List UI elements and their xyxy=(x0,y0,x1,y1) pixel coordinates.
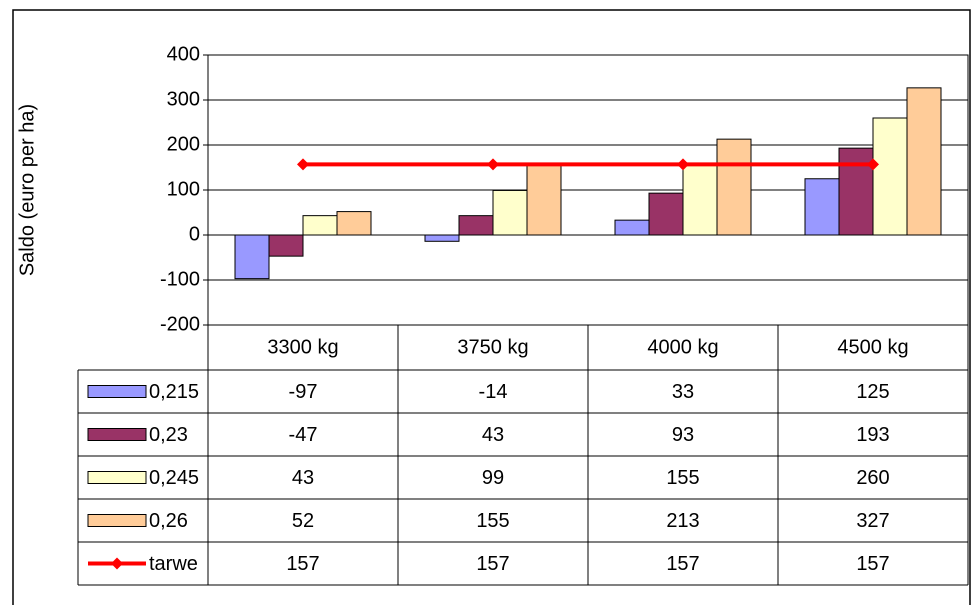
bar xyxy=(492,189,528,236)
bar xyxy=(526,164,562,236)
bar xyxy=(804,178,840,236)
bar xyxy=(872,117,908,236)
legend-key xyxy=(87,385,147,398)
line-marker xyxy=(867,158,879,171)
x-tick-label: 4500 kg xyxy=(837,336,908,358)
table-cell: 193 xyxy=(856,424,889,446)
legend-key-marker xyxy=(111,557,123,570)
table-cell: 327 xyxy=(856,510,889,532)
y-tick-label: -100 xyxy=(160,268,200,290)
legend-label: tarwe xyxy=(149,553,198,575)
table-cell: 157 xyxy=(476,553,509,575)
y-tick-label: 200 xyxy=(167,133,200,155)
bar xyxy=(268,234,304,257)
bar xyxy=(424,234,460,242)
legend-label: 0,245 xyxy=(149,467,199,489)
table-cell: 99 xyxy=(482,467,504,489)
table-cell: 93 xyxy=(672,424,694,446)
table-cell: 52 xyxy=(292,510,314,532)
x-tick-label: 3300 kg xyxy=(267,336,338,358)
table-cell: -14 xyxy=(479,381,508,403)
legend-key xyxy=(87,428,147,441)
legend-label: 0,26 xyxy=(149,510,188,532)
legend-key xyxy=(87,471,147,484)
table-cell: 33 xyxy=(672,381,694,403)
table-cell: 43 xyxy=(292,467,314,489)
bar xyxy=(682,164,718,236)
bar xyxy=(716,138,752,236)
bar xyxy=(906,87,942,236)
bar xyxy=(648,192,684,236)
bar xyxy=(838,147,874,236)
table-cell: 157 xyxy=(856,553,889,575)
chart-frame xyxy=(12,9,971,605)
y-axis-label: Saldo (euro per ha) xyxy=(16,104,38,276)
bar xyxy=(234,234,270,280)
y-tick-label: 100 xyxy=(167,178,200,200)
line-marker xyxy=(487,158,499,171)
table-cell: 157 xyxy=(286,553,319,575)
y-tick-label: 0 xyxy=(189,223,200,245)
table-cell: 155 xyxy=(476,510,509,532)
bar xyxy=(458,215,494,236)
line-marker xyxy=(677,158,689,171)
table-cell: 213 xyxy=(666,510,699,532)
bar xyxy=(614,219,650,236)
table-cell: 260 xyxy=(856,467,889,489)
table-cell: -97 xyxy=(289,381,318,403)
table-cell: 43 xyxy=(482,424,504,446)
bar xyxy=(336,211,372,236)
bar xyxy=(302,215,338,236)
line-marker xyxy=(297,158,309,171)
y-tick-label: -200 xyxy=(160,313,200,335)
table-cell: 155 xyxy=(666,467,699,489)
y-tick-label: 400 xyxy=(167,43,200,65)
y-tick-label: 300 xyxy=(167,88,200,110)
legend-key xyxy=(87,514,147,527)
legend-label: 0,215 xyxy=(149,381,199,403)
legend-label: 0,23 xyxy=(149,424,188,446)
x-tick-label: 3750 kg xyxy=(457,336,528,358)
table-cell: 157 xyxy=(666,553,699,575)
table-cell: 125 xyxy=(856,381,889,403)
x-tick-label: 4000 kg xyxy=(647,336,718,358)
table-cell: -47 xyxy=(289,424,318,446)
